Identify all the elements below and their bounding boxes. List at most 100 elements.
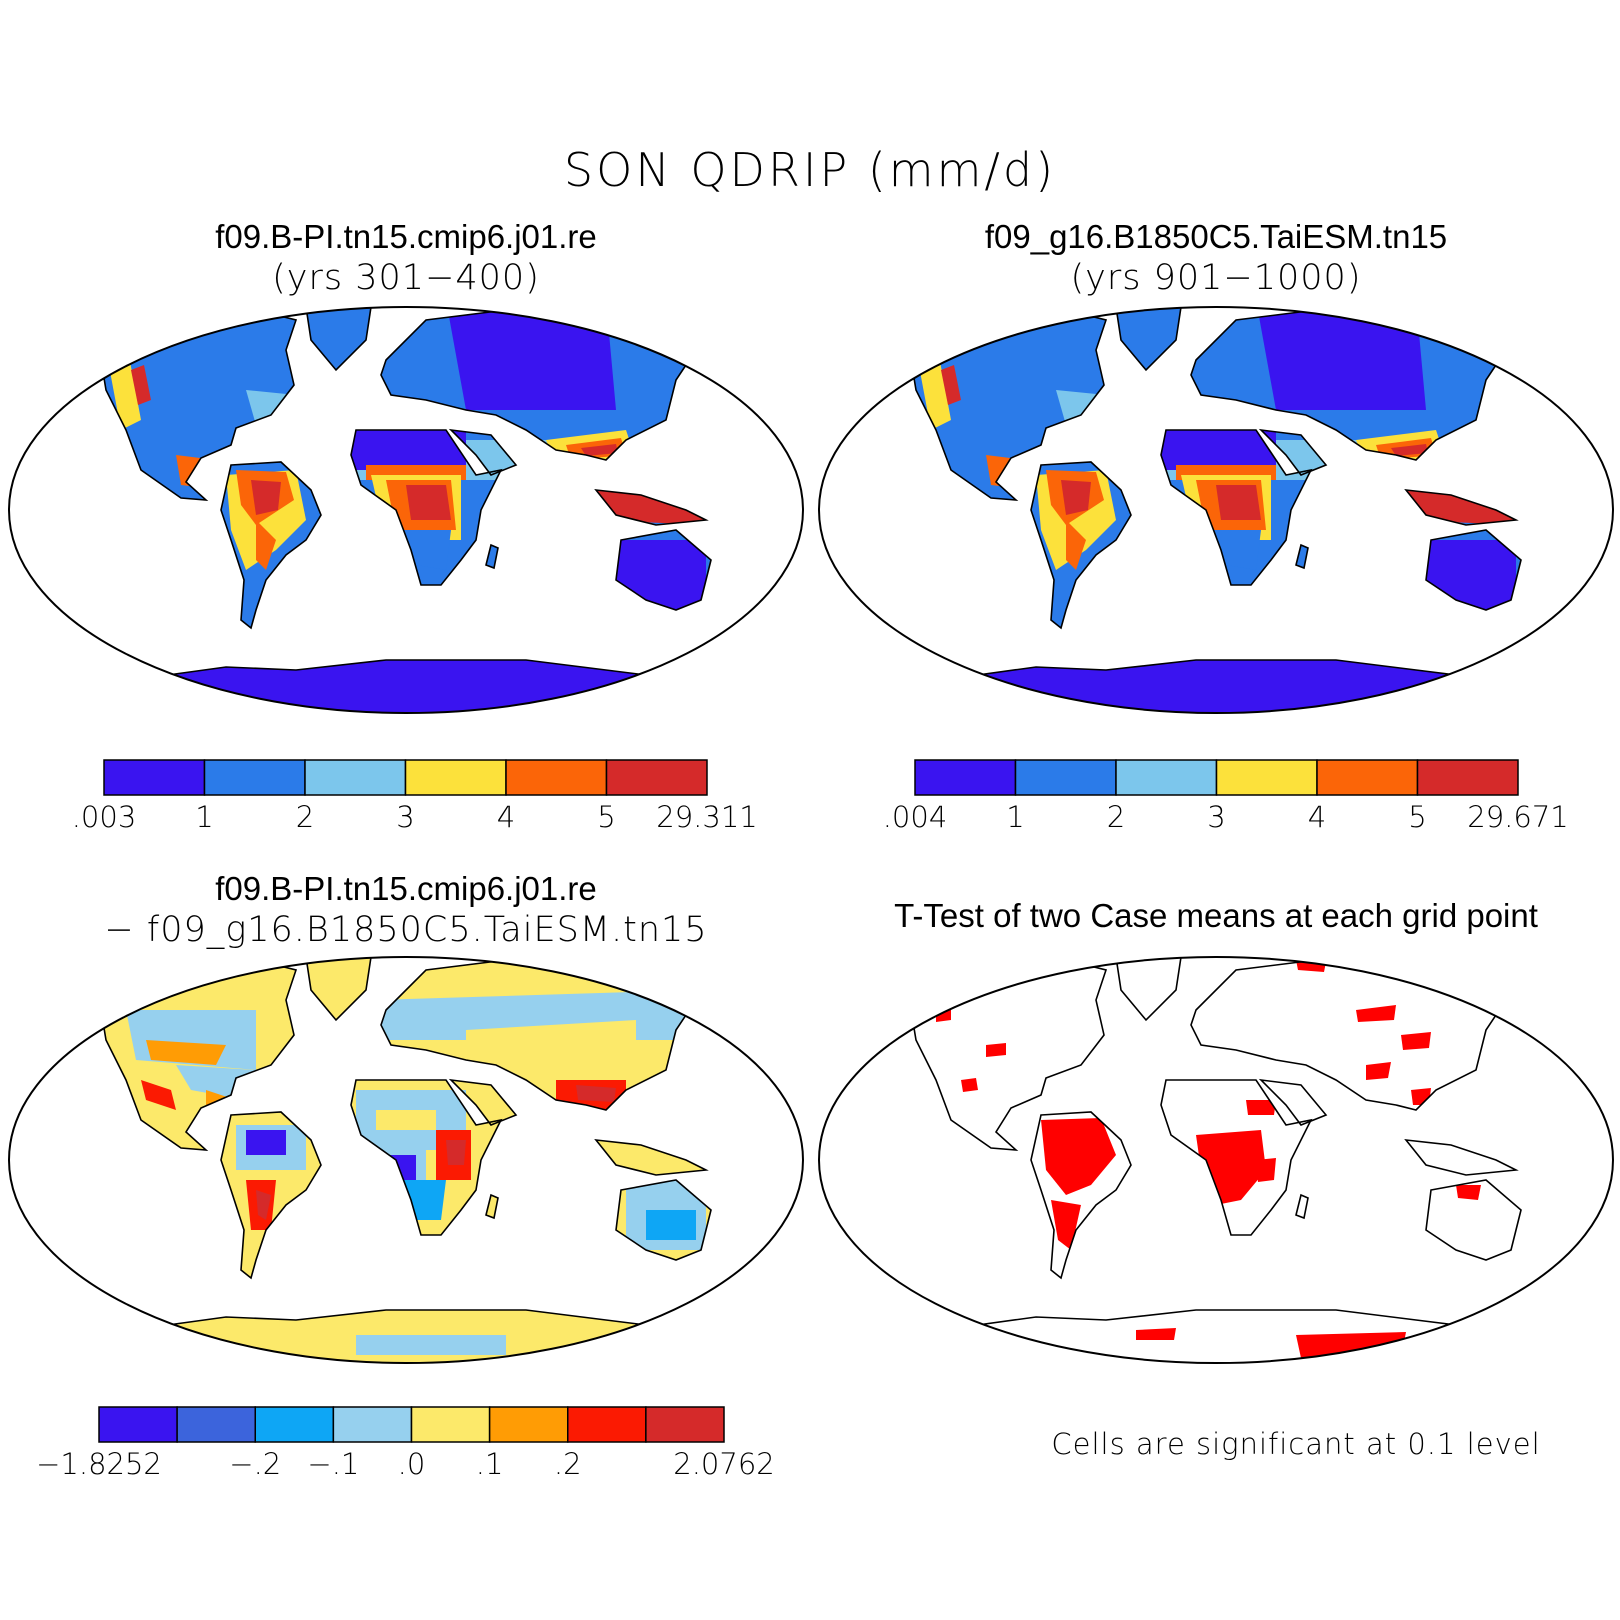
map-border [818,306,1614,714]
field-contour [141,1080,176,1110]
colorbar-case2 [914,759,1519,796]
coastline-samerica [220,461,322,630]
field-contour [986,455,1031,490]
colorbar-tick-label: 3 [1207,800,1226,834]
map-border [818,956,1614,1364]
coastline-africa [350,429,503,586]
map-border [8,956,804,1364]
coastline-greenland [305,307,372,372]
coastline-australia [1425,1179,1522,1261]
field-contour [1056,390,1106,430]
coastline-greenland [1115,957,1182,1022]
colorbar-case1 [103,759,708,796]
field-contour [101,650,711,713]
colorbar-tick-label: −.2 [229,1447,282,1481]
colorbar-difference [98,1406,725,1443]
field-contour [1156,425,1276,470]
coastline-madagascar [485,543,499,570]
colorbar-swatch [1416,759,1519,796]
coastline-madagascar [1295,1193,1309,1220]
significant-cell [1466,960,1496,974]
field-contour [101,1310,711,1363]
field-contour [131,365,151,405]
coastline-antarctica [145,1309,668,1363]
ttest-note: Cells are significant at 0.1 level [1051,1427,1541,1461]
panel-title-difference: f09.B-PI.tn15.cmip6.j01.re [215,870,597,907]
colorbar-swatch [1215,759,1318,796]
coastline-madagascar [1295,543,1309,570]
field-contour [176,455,221,490]
coastline-australia [1425,529,1522,611]
significant-cell [1296,1332,1406,1358]
significant-cell [1456,1185,1481,1200]
panel-subtitle-case2: (yrs 901−1000) [1070,258,1362,298]
field-contour [546,460,566,480]
map-case1 [8,306,804,714]
coastline-samerica [220,1111,322,1280]
map-case2 [818,306,1614,714]
colorbar-tick-label: 1 [195,800,214,834]
field-contour [1406,490,1516,525]
coastline-africa [1160,1079,1313,1236]
field-contour [1061,480,1091,515]
coastline-australia [615,529,712,611]
coastline-africa [350,1079,503,1236]
significant-cell [1246,1100,1276,1115]
colorbar-swatch [254,1406,335,1443]
panel-subtitle-case1: (yrs 301−400) [272,258,540,298]
colorbar-swatch [1115,759,1218,796]
colorbar-tick-label: 4 [1307,800,1327,834]
coastline-arabia [448,1078,518,1126]
field-contour [396,530,451,570]
field-contour [466,1020,636,1050]
colorbar-tick-label: 2 [295,800,315,834]
coastline-greenland [1115,307,1182,372]
colorbar-tick-label: 29.671 [1467,800,1569,834]
field-contour [446,1140,466,1165]
field-contour [406,485,451,520]
field-contour [911,650,1521,713]
colorbar-tick-label: .003 [71,800,137,834]
significant-cell [961,1078,978,1092]
coastline-samerica [1030,461,1132,630]
field-contour [1256,307,1426,410]
colorbar-swatch [1316,759,1419,796]
colorbar-swatch [567,1406,647,1443]
colorbar-swatch [645,1406,725,1443]
coastline-antarctica [955,1309,1478,1363]
colorbar-swatch [332,1406,413,1443]
field-contour [1066,520,1086,570]
map-difference [8,956,804,1364]
significant-cell [1356,1005,1396,1022]
field-contour [246,1130,286,1155]
significant-cell [1136,1328,1176,1340]
coastline-arabia [448,428,518,476]
field-contour [1391,444,1428,456]
significant-cell [966,1336,991,1346]
map-border [8,306,804,714]
coastline-australia [615,1179,712,1261]
colorbar-swatch [488,1406,569,1443]
significant-cell [1041,1118,1116,1195]
field-contour [576,1085,616,1102]
panel-title-ttest: T-Test of two Case means at each grid po… [894,897,1538,934]
colorbar-swatch [203,759,306,796]
field-contour [386,1180,446,1220]
figure-title: SON QDRIP (mm/d) [563,143,1057,197]
coastline-africa [1160,429,1313,586]
colorbar-tick-label: .004 [882,800,948,834]
field-contour [1206,530,1261,570]
colorbar-swatch [605,759,708,796]
field-contour [536,450,576,490]
colorbar-tick-label: .1 [475,1447,504,1481]
coastline-eurasia [1190,307,1508,461]
colorbar-tick-label: .0 [397,1447,426,1481]
field-contour [1426,540,1516,610]
field-contour [251,480,281,515]
colorbar-tick-label: 1 [1006,800,1025,834]
colorbar-tick-label: 2 [1106,800,1126,834]
panel-subtitle-difference: − f09_g16.B1850C5.TaiESM.tn15 [104,910,708,950]
colorbar-swatch [304,759,407,796]
field-contour [941,365,961,405]
coastline-greenland [305,957,372,1022]
